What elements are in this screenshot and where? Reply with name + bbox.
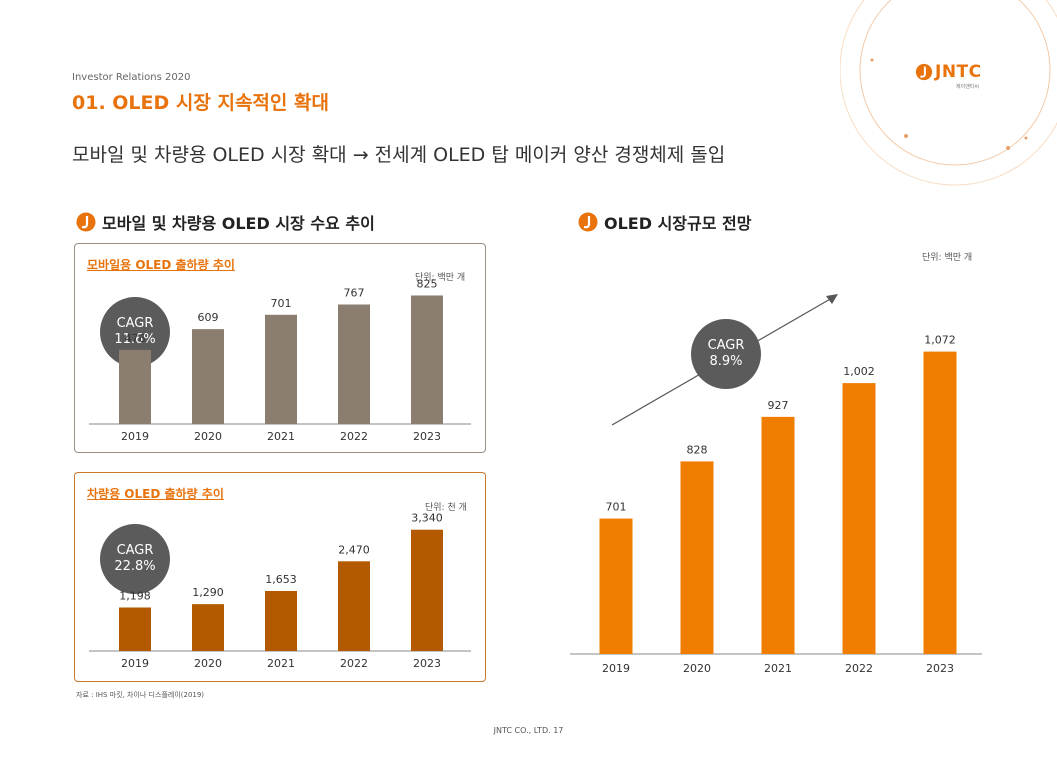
right-section-title-text: OLED 시장규모 전망 [604, 214, 752, 233]
data-label-2021: 927 [768, 399, 789, 412]
right-section-title: OLED 시장규모 전망 [578, 210, 751, 234]
mobile-unit-label: 단위: 백만 개 [415, 273, 466, 283]
bar-2022 [338, 304, 370, 424]
bar-2023 [411, 295, 443, 424]
page-title: 01. OLED 시장 지속적인 확대 [72, 92, 329, 114]
auto-cagr-badge: CAGR 22.8% [100, 524, 170, 594]
tick-label-2019: 2019 [602, 662, 630, 675]
data-label-2021: 1,653 [265, 573, 297, 586]
orange-swoosh-icon [76, 212, 96, 232]
auto-unit-label: 단위: 천 개 [425, 503, 467, 513]
company-logo: JNTC [915, 62, 982, 82]
tick-label-2020: 2020 [194, 430, 222, 443]
report-kicker: Investor Relations 2020 [72, 72, 191, 83]
data-label-2020: 828 [687, 443, 708, 456]
logo-subtext: 제이앤티씨 [956, 84, 980, 90]
bar-2020 [192, 329, 224, 424]
decorative-orbit-rings [840, 0, 1057, 186]
tick-label-2022: 2022 [845, 662, 873, 675]
tick-label-2021: 2021 [267, 430, 295, 443]
orange-swoosh-icon [578, 212, 598, 232]
data-label-2022: 2,470 [338, 543, 370, 556]
page-footer: JNTC CO., LTD. 17 [493, 726, 564, 735]
market-size-bar-chart: 701 2019 828 2020 927 2021 1,002 2022 1,072 2023 [570, 294, 982, 675]
jntc-swoosh-icon [915, 63, 933, 81]
auto-panel-title: 차량용 OLED 출하량 추이 [87, 487, 224, 501]
auto-oled-panel: 차량용 OLED 출하량 추이 단위: 천 개 CAGR 22.8% 1,198… [74, 472, 486, 682]
tick-label-2023: 2023 [413, 430, 441, 443]
auto-cagr-value: 22.8% [114, 559, 156, 574]
data-label-2020: 1,290 [192, 586, 224, 599]
mobile-panel-title: 모바일용 OLED 출하량 추이 [87, 258, 235, 272]
data-label-2022: 767 [344, 287, 365, 300]
tick-label-2022: 2022 [340, 657, 368, 670]
tick-label-2020: 2020 [194, 657, 222, 670]
data-label-2023: 825 [417, 277, 438, 290]
data-label-2020: 609 [198, 311, 219, 324]
tick-label-2023: 2023 [413, 657, 441, 670]
bar-2021 [265, 590, 297, 651]
left-section-title-text: 모바일 및 차량용 OLED 시장 수요 추이 [102, 214, 375, 233]
tick-label-2023: 2023 [926, 662, 954, 675]
data-label-2021: 701 [271, 297, 292, 310]
tick-label-2021: 2021 [764, 662, 792, 675]
bar-2023 [411, 529, 443, 651]
bar-2023 [923, 351, 957, 654]
source-note: 자료 : IHS 마킷, 차이나 디스플레이(2019) [76, 691, 205, 699]
tick-label-2020: 2020 [683, 662, 711, 675]
left-section-title: 모바일 및 차량용 OLED 시장 수요 추이 [76, 210, 375, 234]
bar-2022 [338, 561, 370, 651]
auto-oled-bar-chart: 1,198 2019 1,290 2020 1,653 2021 2,470 2022 3,34… [89, 512, 471, 670]
bar-2022 [842, 383, 876, 654]
tick-label-2019: 2019 [121, 430, 149, 443]
market-cagr-value: 8.9% [709, 354, 743, 369]
market-size-panel: 단위: 백만 개 701 2019 828 2020 927 2021 1,002 2022 1… [570, 240, 990, 690]
tick-label-2019: 2019 [121, 657, 149, 670]
mobile-cagr-label: CAGR [116, 316, 154, 331]
tick-label-2022: 2022 [340, 430, 368, 443]
trend-arrow-head-icon [826, 294, 838, 304]
mobile-oled-panel: 모바일용 OLED 출하량 추이 단위: 백만 개 CAGR 11.6% 476… [74, 243, 486, 453]
bar-2019 [119, 607, 151, 651]
bar-2019 [599, 518, 633, 654]
market-cagr-label: CAGR [707, 338, 745, 353]
data-label-2019: 476 [125, 332, 146, 345]
data-label-2023: 1,072 [924, 334, 956, 347]
market-cagr-badge: CAGR 8.9% [691, 319, 761, 389]
bar-2021 [265, 314, 297, 424]
mobile-cagr-value: 11.6% [114, 332, 156, 347]
mobile-oled-bar-chart: 476 2019 609 2020 701 2021 767 2022 825 2023 [89, 277, 471, 443]
auto-cagr-label: CAGR [116, 543, 154, 558]
bar-2019 [119, 349, 151, 424]
headline: 모바일 및 차량용 OLED 시장 확대 → 전세계 OLED 탑 메이커 양산… [72, 144, 726, 166]
market-unit-label: 단위: 백만 개 [922, 253, 973, 263]
bar-2020 [192, 604, 224, 651]
bar-2021 [761, 416, 795, 654]
data-label-2022: 1,002 [843, 365, 875, 378]
logo-text: JNTC [935, 62, 982, 82]
data-label-2019: 701 [606, 501, 627, 514]
bar-2020 [680, 461, 714, 654]
data-label-2019: 1,198 [119, 589, 151, 602]
data-label-2023: 3,340 [411, 512, 443, 525]
tick-label-2021: 2021 [267, 657, 295, 670]
